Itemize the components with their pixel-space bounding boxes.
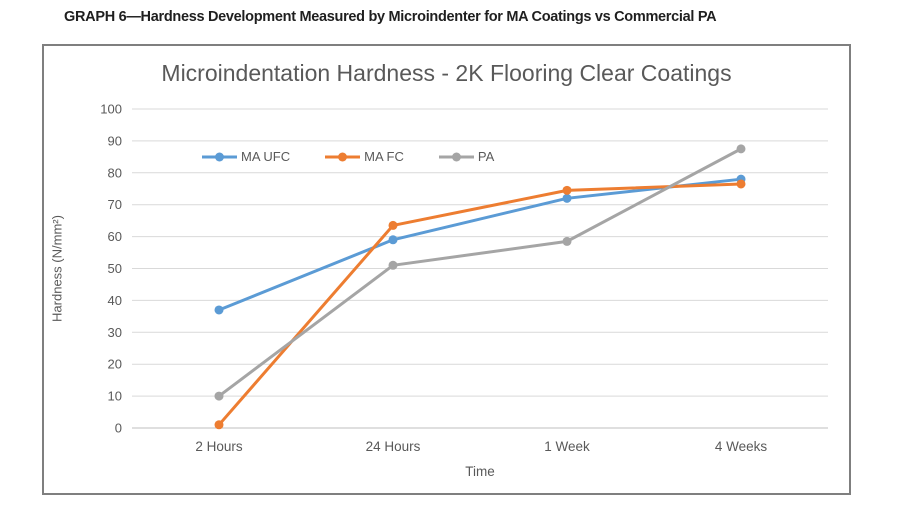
chart-title: Microindentation Hardness - 2K Flooring …	[161, 60, 732, 86]
plot-svg: 0 10 20 30 40 50 60 70 80 90 100 2 Hours 24 Hours 1 W…	[100, 102, 828, 454]
y-tick-label: 40	[108, 293, 122, 308]
legend-label: MA FC	[364, 149, 404, 164]
chart-legend: MA UFC MA FC PA	[201, 149, 494, 164]
legend-label: PA	[477, 149, 495, 164]
y-tick-label: 10	[108, 389, 122, 404]
data-point	[562, 185, 572, 195]
y-tick-label: 0	[115, 421, 122, 436]
data-point	[736, 144, 746, 154]
legend-item-ma-ufc: MA UFC	[201, 149, 290, 164]
y-tick-label: 50	[108, 261, 122, 276]
x-tick-label: 4 Weeks	[715, 439, 768, 454]
y-tick-label: 60	[108, 229, 122, 244]
data-point	[388, 220, 398, 230]
legend-item-pa: PA	[438, 149, 494, 164]
series-line-ma-ufc	[217, 177, 743, 312]
data-point	[562, 236, 572, 246]
data-point	[214, 391, 224, 401]
legend-marker-icon	[438, 152, 474, 161]
y-tick-label: 30	[108, 325, 122, 340]
data-point	[214, 305, 224, 315]
data-point	[736, 179, 746, 189]
y-tick-label: 70	[108, 197, 122, 212]
data-point	[388, 235, 398, 245]
y-axis-title: Hardness (N/mm²)	[49, 215, 65, 322]
legend-marker-icon	[202, 152, 237, 161]
data-point	[388, 260, 398, 270]
x-tick-label: 2 Hours	[195, 439, 243, 454]
data-point	[214, 420, 224, 430]
series-line-ma-fc	[217, 182, 743, 427]
y-tick-label: 90	[108, 133, 122, 148]
y-tick-label: 100	[100, 102, 122, 117]
legend-item-ma-fc: MA FC	[324, 149, 404, 164]
series-line-pa	[217, 147, 743, 398]
x-tick-label: 24 Hours	[366, 439, 421, 454]
y-tick-label: 20	[108, 357, 122, 372]
y-tick-label: 80	[108, 165, 122, 180]
x-axis-title: Time	[465, 464, 495, 479]
data-point	[562, 193, 572, 203]
chart-frame: Microindentation Hardness - 2K Flooring …	[42, 44, 851, 495]
legend-marker-icon	[325, 152, 361, 161]
figure-caption: GRAPH 6—Hardness Development Measured by…	[64, 9, 717, 25]
x-tick-label: 1 Week	[544, 439, 590, 454]
legend-label: MA UFC	[241, 149, 291, 164]
